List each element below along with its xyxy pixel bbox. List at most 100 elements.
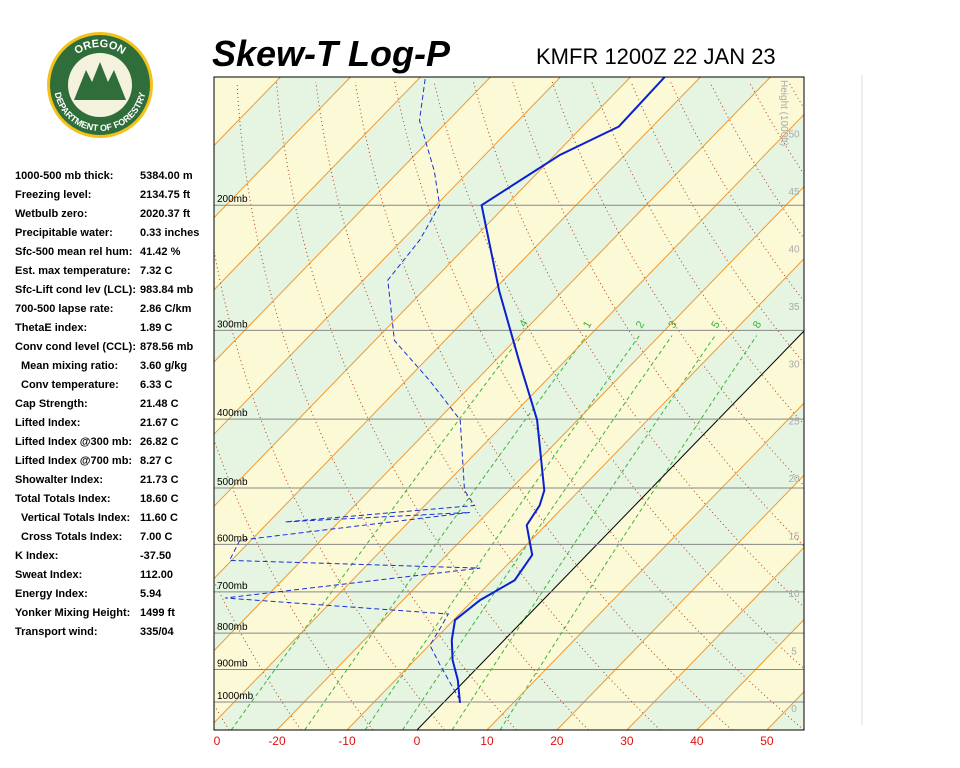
x-tick-label: -10: [338, 734, 356, 748]
x-tick-label: 20: [550, 734, 564, 748]
chart-title: Skew-T Log-P: [212, 33, 451, 74]
isotherm: [696, 618, 804, 730]
y2-tick-label: 20: [788, 474, 800, 485]
y2-tick-label: 45: [788, 187, 800, 198]
x-tick-label: 40: [690, 734, 704, 748]
logo: OREGON DEPARTMENT OF FORESTRY: [47, 32, 153, 138]
index-label: Showalter Index:: [15, 474, 104, 486]
temperature-line: [450, 77, 666, 703]
y2-tick-label: 0: [791, 704, 797, 715]
index-value: 2.86 C/km: [140, 303, 192, 315]
index-label: Cap Strength:: [15, 398, 88, 410]
isotherm: [214, 77, 771, 652]
index-value: 7.32 C: [140, 265, 173, 277]
isotherm: [214, 77, 351, 219]
index-value: 1499 ft: [140, 607, 175, 619]
mixing-ratio-line: [364, 335, 640, 730]
isotherm: [276, 185, 804, 730]
index-value: 21.48 C: [140, 398, 179, 410]
dry-adiabat: [354, 81, 733, 730]
chart-subtitle: KMFR 1200Z 22 JAN 23: [536, 44, 776, 69]
isotherm: [346, 258, 804, 730]
logo-top-text: OREGON: [72, 38, 127, 57]
index-value: 5.94: [140, 588, 162, 600]
y2-tick-label: 50: [788, 129, 800, 140]
y-tick-label: 400mb: [217, 408, 248, 419]
mixing-ratio-label: 2: [634, 319, 647, 330]
isotherm: [416, 330, 804, 730]
index-value: 11.60 C: [140, 512, 178, 524]
y2-tick-label: 35: [788, 302, 800, 313]
y2-tick-label: 25: [788, 417, 800, 428]
isotherm-band: [214, 114, 804, 730]
dry-adiabat: [828, 82, 960, 730]
mixing-ratio-label: 1: [581, 319, 594, 330]
y-tick-label: 700mb: [217, 581, 248, 592]
isotherm: [214, 77, 631, 508]
y-tick-label: 600mb: [217, 533, 248, 544]
dry-adiabat: [868, 82, 960, 730]
index-label: Est. max temperature:: [15, 265, 131, 277]
mixing-ratio-label: 3: [666, 319, 679, 330]
index-label: Conv temperature:: [21, 379, 119, 391]
index-label: Wetbulb zero:: [15, 208, 88, 220]
dewpoint-line: [225, 77, 481, 701]
y2-tick-label: 10: [788, 589, 800, 600]
index-value: 7.00 C: [140, 531, 173, 543]
y2-tick-label: 40: [788, 244, 800, 255]
dry-adiabat: [907, 82, 960, 730]
y-tick-label: 1000mb: [217, 691, 254, 702]
dry-adiabat: [214, 247, 445, 730]
index-label: Lifted Index @300 mb:: [15, 436, 133, 448]
mixing-ratio-label: 8: [751, 319, 764, 330]
index-value: 0.33 inches: [140, 227, 200, 239]
index-value: 112.00: [140, 569, 174, 581]
index-label: Lifted Index @700 mb:: [15, 455, 133, 467]
index-value: 983.84 mb: [140, 284, 194, 296]
logo-top: OREGON: [72, 38, 127, 57]
index-label: Cross Totals Index:: [21, 531, 123, 543]
index-value: 3.60 g/kg: [140, 360, 188, 372]
x-tick-label: 10: [480, 734, 494, 748]
index-value: 5384.00 m: [140, 170, 193, 182]
x-tick-label: 0: [214, 734, 221, 748]
index-label: K Index:: [15, 550, 59, 562]
index-value: 335/04: [140, 626, 174, 638]
index-label: Transport wind:: [15, 626, 98, 638]
y-tick-label: 200mb: [217, 194, 248, 205]
index-value: 8.27 C: [140, 455, 173, 467]
index-value: 2134.75 ft: [140, 189, 191, 201]
dry-adiabat: [551, 81, 804, 487]
index-value: 18.60 C: [140, 493, 179, 505]
index-label: Freezing level:: [15, 189, 92, 201]
logo-trees: [74, 62, 126, 100]
index-label: Total Totals Index:: [15, 493, 111, 505]
index-label: Energy Index:: [15, 588, 88, 600]
x-tick-label: 30: [620, 734, 634, 748]
index-label: Precipitable water:: [15, 227, 113, 239]
dry-adiabat: [473, 81, 804, 609]
index-value: 21.73 C: [140, 474, 179, 486]
y-tick-label: 800mb: [217, 622, 248, 633]
index-value: 878.56 mb: [140, 341, 194, 353]
index-label: Vertical Totals Index:: [21, 512, 131, 524]
y-tick-label: 500mb: [217, 477, 248, 488]
dry-adiabat: [946, 82, 960, 730]
isotherm: [214, 113, 804, 724]
index-label: Sfc-500 mean rel hum:: [15, 246, 133, 258]
index-label: Mean mixing ratio:: [21, 360, 119, 372]
index-label: Sfc-Lift cond lev (LCL):: [15, 284, 136, 296]
isotherm: [214, 77, 421, 291]
y2-tick-label: 5: [791, 647, 797, 658]
isotherm: [626, 546, 804, 730]
index-value: 2020.37 ft: [140, 208, 191, 220]
x-tick-label: 50: [760, 734, 774, 748]
dry-adiabat: [276, 81, 589, 730]
index-value: 6.33 C: [140, 379, 173, 391]
index-value: 21.67 C: [140, 417, 179, 429]
index-value: 26.82 C: [140, 436, 179, 448]
index-label: Yonker Mixing Height:: [15, 607, 131, 619]
y2-axis-label: Height (1000ft): [778, 80, 789, 146]
